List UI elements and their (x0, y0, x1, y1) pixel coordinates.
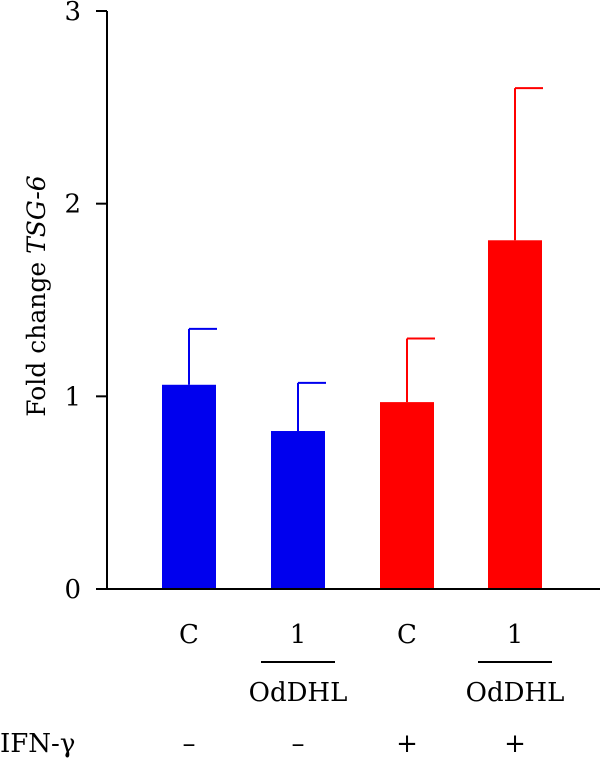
y-tick-label: 2 (64, 190, 81, 220)
group-label: OdDHL (249, 678, 348, 708)
x-category-label: C (397, 620, 417, 650)
y-tick-label: 0 (64, 575, 81, 605)
ifn-gamma-value: – (183, 729, 196, 759)
x-category-label: 1 (507, 620, 524, 650)
x-category-label: 1 (290, 620, 307, 650)
x-category-label: C (179, 620, 199, 650)
axes-layer (106, 11, 600, 590)
y-tick-label: 1 (64, 382, 81, 412)
bars-layer (162, 240, 542, 590)
ifn-gamma-label: IFN-γ (0, 729, 75, 759)
bar (488, 240, 542, 590)
y-axis-label: Fold change TSG-6 (22, 175, 51, 417)
group-label: OdDHL (466, 678, 565, 708)
bar (380, 402, 434, 589)
y-tick-label: 3 (64, 0, 81, 27)
ifn-gamma-value: + (396, 729, 418, 759)
x-labels-layer: C 1 C 1 OdDHL OdDHL – – + + (179, 620, 564, 759)
bar (162, 384, 216, 589)
y-ticks-layer: 0 1 2 3 (64, 0, 107, 605)
ifn-gamma-value: + (504, 729, 526, 759)
bar (271, 431, 325, 589)
error-bars-layer (188, 87, 543, 432)
ifn-gamma-value: – (292, 729, 305, 759)
